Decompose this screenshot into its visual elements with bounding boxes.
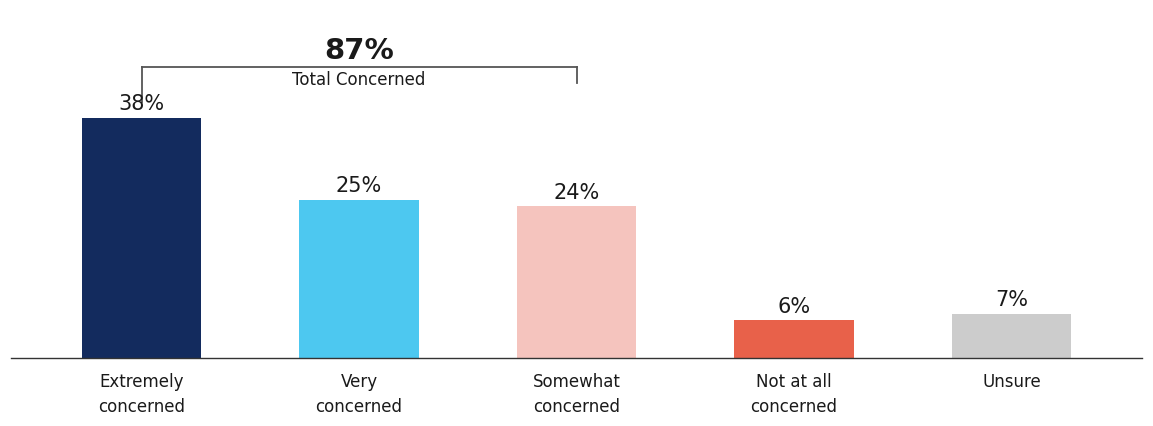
Bar — [951, 314, 1071, 358]
Text: 6%: 6% — [777, 296, 811, 316]
Bar — [82, 118, 202, 358]
Bar — [517, 207, 636, 358]
Text: 24%: 24% — [553, 182, 600, 202]
Text: Total Concerned: Total Concerned — [293, 71, 425, 89]
Bar — [300, 200, 419, 358]
Text: 87%: 87% — [324, 37, 394, 65]
Text: 25%: 25% — [336, 176, 382, 196]
Text: 7%: 7% — [995, 290, 1028, 310]
Bar — [734, 320, 853, 358]
Text: 38%: 38% — [119, 94, 165, 114]
